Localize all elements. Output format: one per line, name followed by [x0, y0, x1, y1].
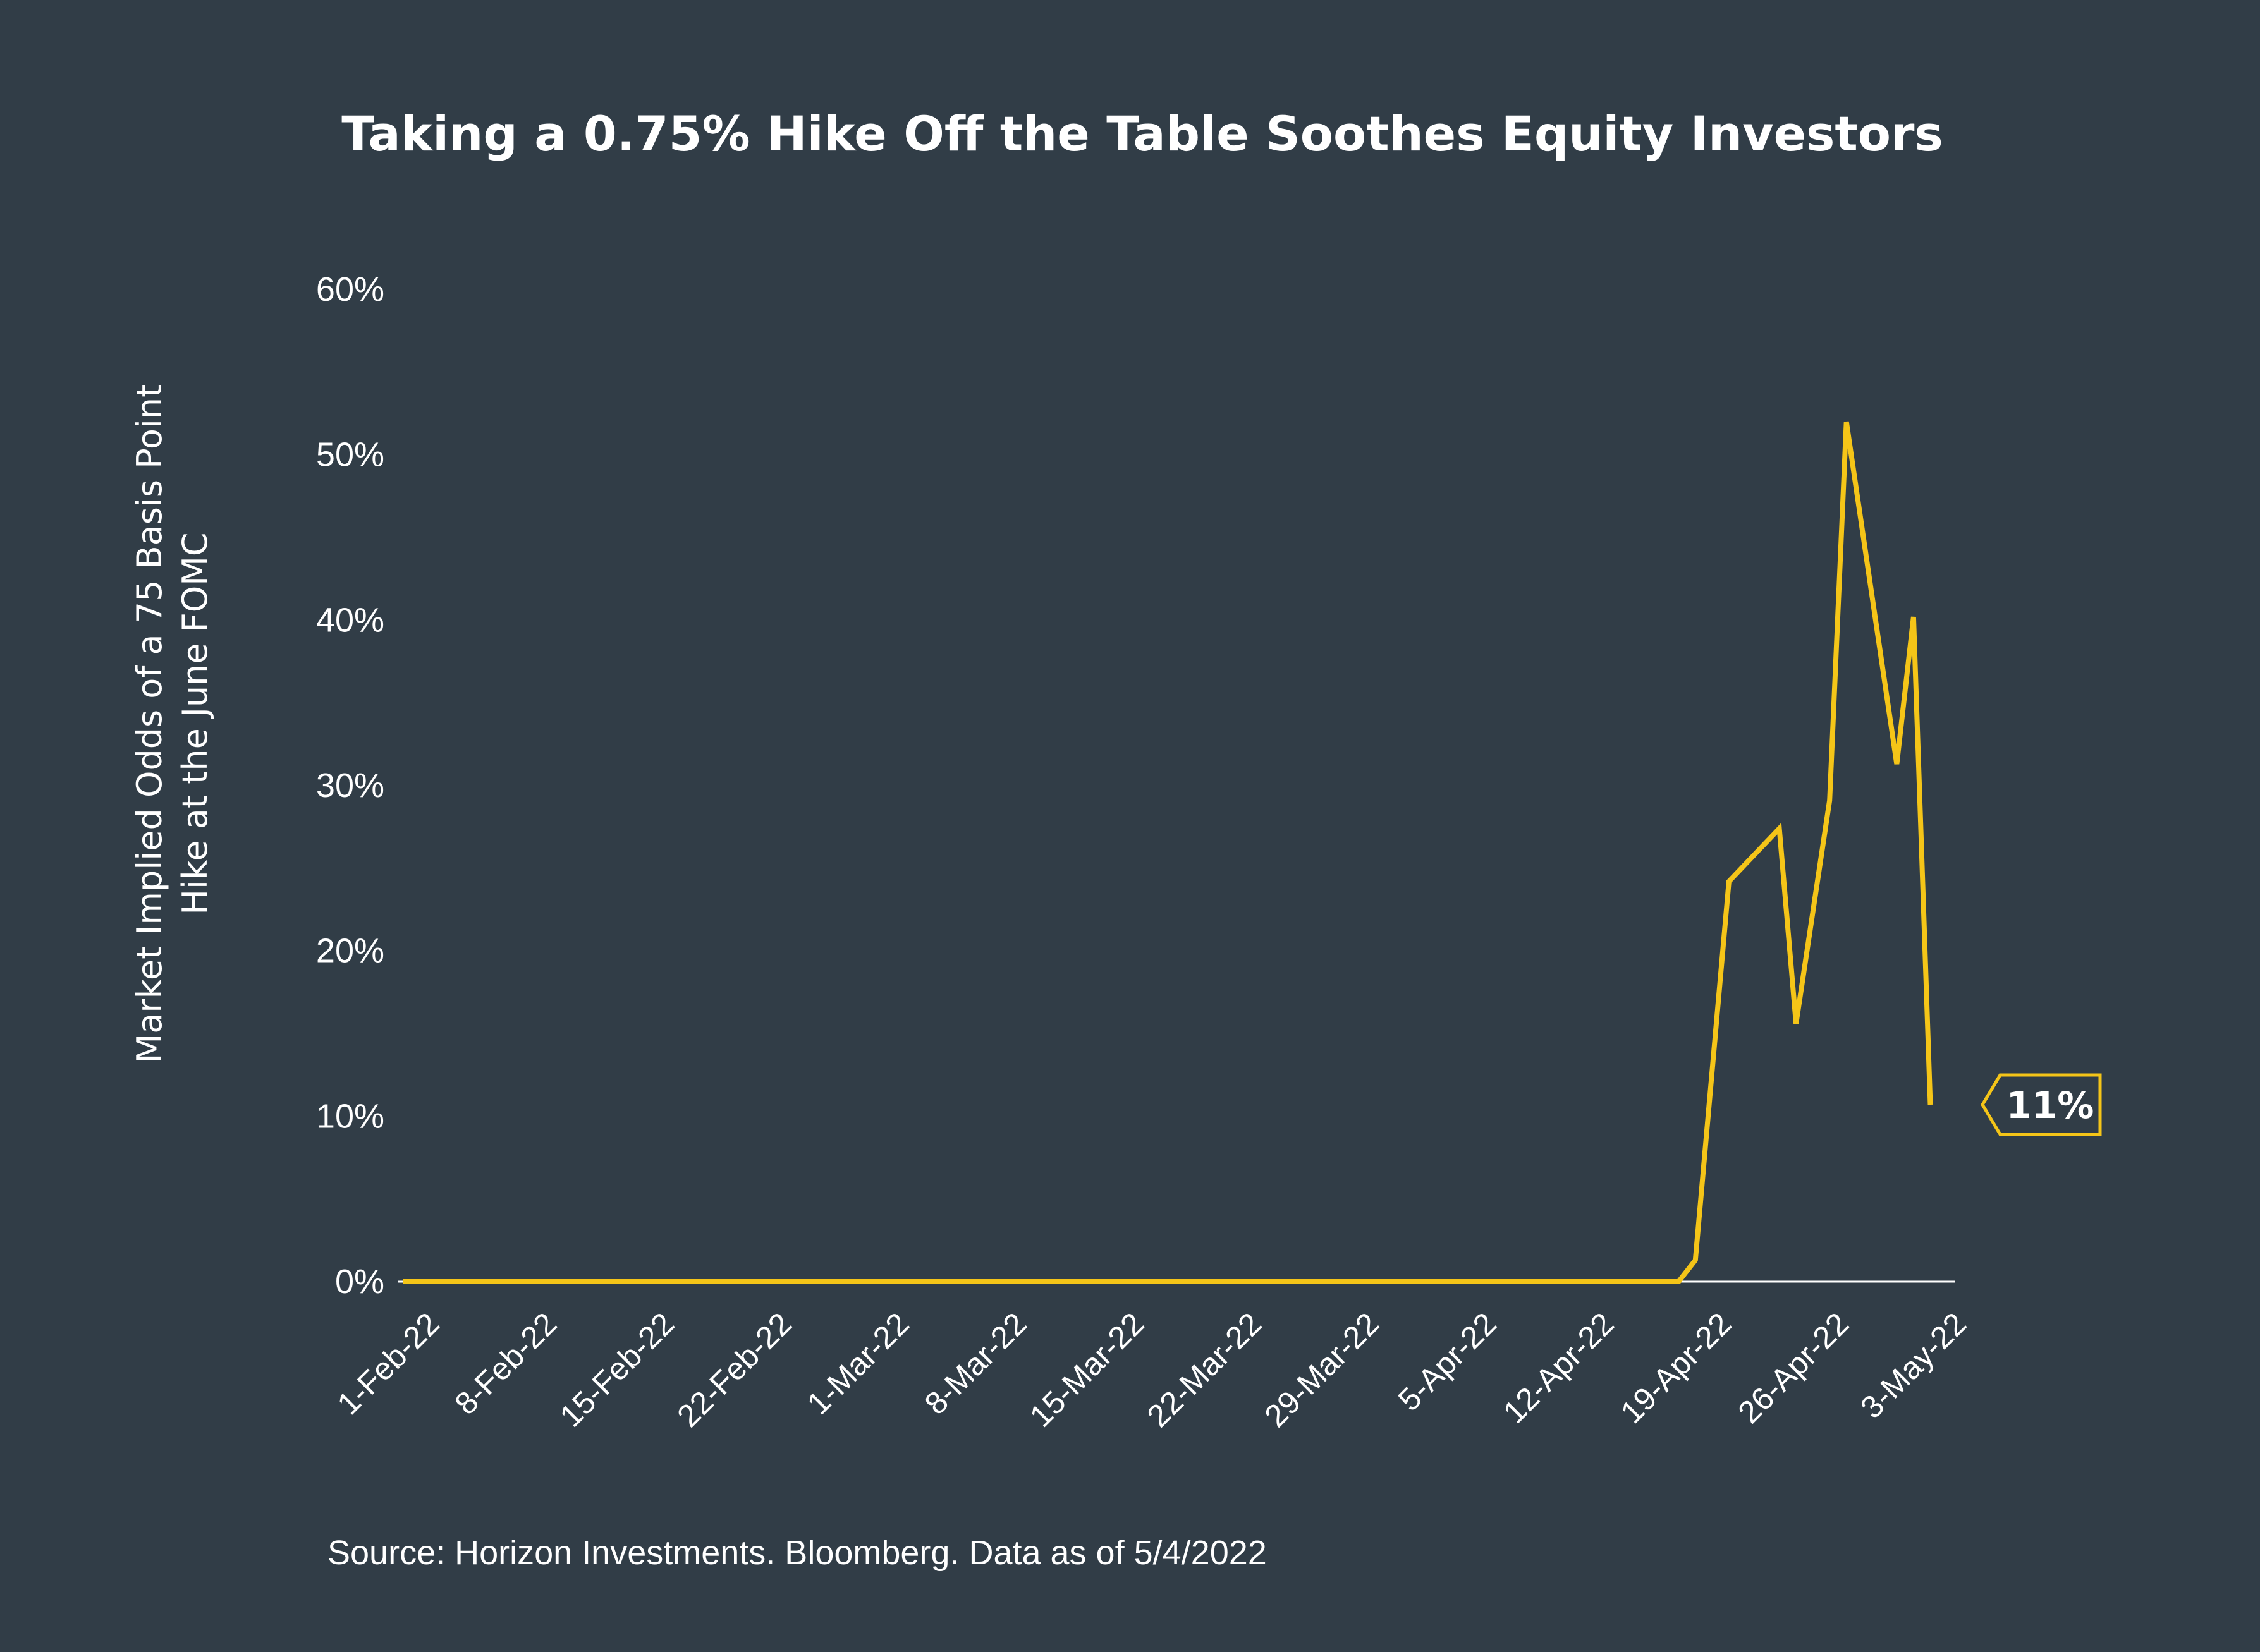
y-axis-label-line-2: Hike at the June FOMC: [175, 532, 215, 914]
data-point: [1911, 614, 1916, 619]
y-tick-label: 40%: [316, 601, 384, 639]
x-tick-label: 22-Mar-22: [1140, 1306, 1269, 1434]
y-tick-label: 20%: [316, 932, 384, 970]
data-point: [1927, 1102, 1933, 1107]
source-note: Source: Horizon Investments. Bloomberg. …: [327, 1534, 1267, 1572]
data-point: [1894, 762, 1899, 767]
x-tick-label: 8-Mar-22: [918, 1306, 1034, 1421]
y-tick-label: 60%: [316, 270, 384, 308]
callout-label: 11%: [2007, 1084, 2094, 1127]
data-point: [1844, 419, 1849, 424]
x-tick-label: 15-Feb-22: [553, 1306, 681, 1434]
data-point: [1676, 1279, 1681, 1284]
y-tick-label: 30%: [316, 767, 384, 805]
series-line: [403, 421, 1933, 1284]
x-tick-label: 8-Feb-22: [448, 1306, 564, 1421]
x-tick-label: 1-Feb-22: [331, 1306, 446, 1421]
y-axis-label: Market Implied Odds of a 75 Basis Point …: [130, 384, 215, 1064]
x-tick-label: 22-Feb-22: [670, 1306, 798, 1434]
last-value-callout: 11%: [1981, 1073, 2102, 1136]
data-point: [1793, 1021, 1799, 1026]
x-tick-label: 3-May-22: [1854, 1306, 1973, 1425]
chart-title: Taking a 0.75% Hike Off the Table Soothe…: [341, 106, 1943, 162]
x-tick-label: 15-Mar-22: [1023, 1306, 1151, 1434]
y-axis-ticks: 0% 10% 20% 30% 40% 50% 60%: [316, 270, 384, 1301]
x-tick-label: 26-Apr-22: [1732, 1306, 1856, 1430]
callout-box: [1981, 1073, 2102, 1136]
data-point: [1777, 826, 1782, 831]
x-tick-label: 12-Apr-22: [1496, 1306, 1621, 1430]
data-point: [1726, 879, 1732, 884]
x-tick-label: 19-Apr-22: [1614, 1306, 1738, 1430]
x-tick-label: 5-Apr-22: [1391, 1306, 1503, 1418]
y-tick-label: 50%: [316, 436, 384, 474]
data-point: [1827, 798, 1832, 803]
x-tick-label: 29-Mar-22: [1258, 1306, 1386, 1434]
data-point: [401, 1279, 406, 1284]
y-axis-label-line-1: Market Implied Odds of a 75 Basis Point: [130, 384, 169, 1064]
x-tick-label: 1-Mar-22: [800, 1306, 916, 1421]
y-tick-label: 10%: [316, 1097, 384, 1135]
data-point: [1693, 1258, 1698, 1263]
y-tick-label: 0%: [335, 1263, 384, 1301]
